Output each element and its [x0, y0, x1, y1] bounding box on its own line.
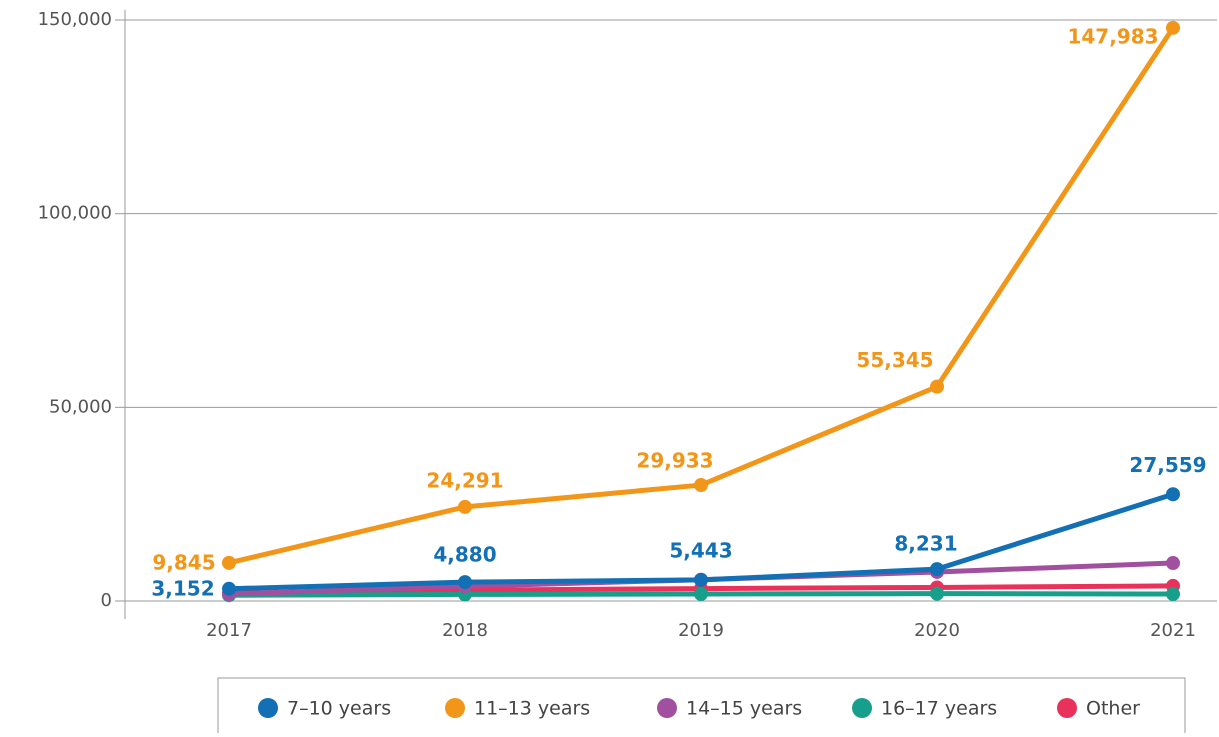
y-tick-label: 100,000: [38, 203, 112, 224]
data-label: 29,933: [636, 449, 713, 473]
legend-label: 7–10 years: [287, 698, 391, 720]
legend-label: 16–17 years: [881, 698, 997, 720]
y-tick-label: 50,000: [49, 396, 112, 417]
data-point: [222, 555, 236, 570]
legend-label: 14–15 years: [686, 698, 802, 720]
data-point: [930, 379, 944, 394]
data-point: [1166, 556, 1180, 571]
data-label: 55,345: [856, 348, 933, 372]
x-tick-label: 2019: [678, 620, 724, 641]
data-point: [1166, 587, 1180, 602]
data-label: 27,559: [1129, 453, 1206, 477]
y-tick-label: 150,000: [38, 9, 112, 30]
legend-box: [217, 677, 1186, 737]
data-point: [694, 587, 708, 602]
data-point: [458, 499, 472, 514]
data-label: 9,845: [152, 550, 215, 574]
x-tick-label: 2017: [206, 620, 252, 641]
data-point: [694, 478, 708, 493]
legend-marker: [258, 698, 278, 718]
x-tick-label: 2021: [1150, 620, 1196, 641]
data-label: 8,231: [894, 532, 957, 556]
data-label: 147,983: [1067, 24, 1158, 48]
data-label: 3,152: [151, 576, 214, 600]
data-point: [1166, 20, 1180, 35]
x-tick-label: 2018: [442, 620, 488, 641]
data-point: [930, 562, 944, 577]
data-point: [1166, 487, 1180, 502]
data-point: [458, 575, 472, 590]
y-tick-label: 0: [101, 590, 112, 611]
x-tick-label: 2020: [914, 620, 960, 641]
data-label: 5,443: [669, 538, 732, 562]
data-label: 24,291: [426, 468, 503, 492]
legend-label: Other: [1086, 698, 1140, 720]
legend-marker: [852, 698, 872, 718]
legend-marker: [657, 698, 677, 718]
data-point: [222, 581, 236, 596]
data-point: [930, 586, 944, 601]
legend-marker: [445, 698, 465, 718]
legend-marker: [1057, 698, 1077, 718]
data-label: 4,880: [433, 543, 496, 567]
data-point: [694, 572, 708, 587]
legend-label: 11–13 years: [474, 698, 590, 720]
